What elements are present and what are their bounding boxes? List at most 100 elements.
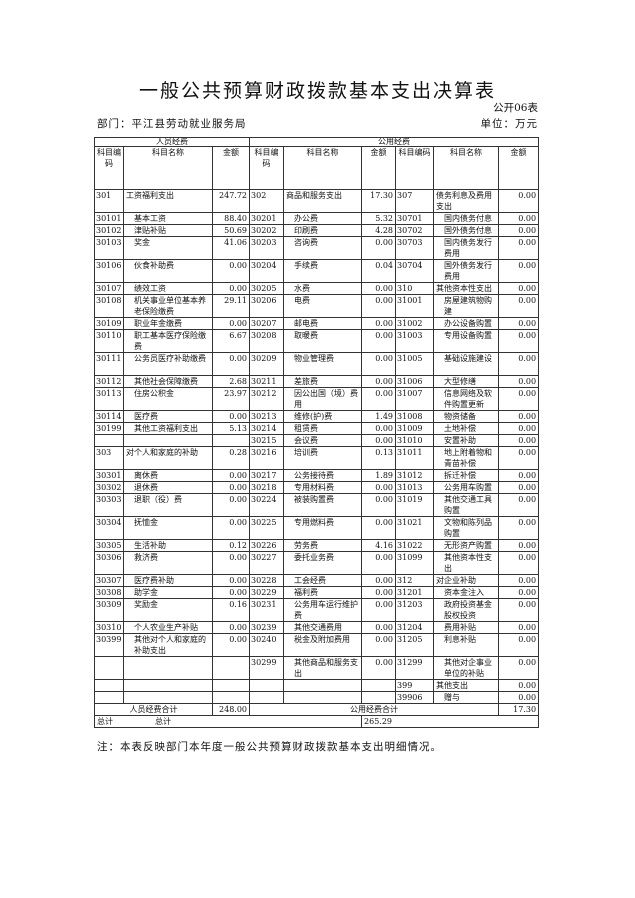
name-cell: 退职（役）费 [123,493,213,517]
name-cell: 奖金 [123,236,213,260]
amount-cell: 0.00 [498,410,540,423]
name-cell: 培训费 [283,446,363,470]
amount-cell: 0.00 [498,212,540,225]
amount-cell: 0.00 [211,481,251,494]
grand-total-label-cell: 总计 总计 [93,715,363,728]
name-cell: 会议费 [283,434,363,447]
name-cell: 差旅费 [283,375,363,388]
code-cell: 30208 [249,329,285,353]
name-cell: 物资储备 [433,410,500,423]
code-cell: 31008 [395,410,435,423]
amount-cell: 5.32 [361,212,397,225]
code-cell: 30299 [249,656,285,680]
name-cell: 其他社会保障缴费 [123,375,213,388]
code-cell: 31006 [395,375,435,388]
name-cell: 因公出国（境）费用 [283,387,363,411]
amount-cell: 0.00 [498,446,540,470]
code-cell: 30227 [249,551,285,575]
table-row: 30114 医疗费 0.00 30213 维修(护)费 1.49 31008 物资储备 0.00 [94,410,540,423]
table-section: 人员经费 公用经费 科目编码 科目名称 金额 科目编码 科目名称 金额 科目编码… [93,137,554,754]
unit-label: 单位：万元 [480,118,538,130]
code-cell: 31205 [395,633,435,657]
code-cell: 30224 [249,493,285,517]
name-cell: 其他交通工具购置 [433,493,500,517]
col-name-header: 科目名称 [433,146,500,190]
amount-cell: 4.28 [361,224,397,237]
amount-cell: 1.49 [361,410,397,423]
col-amount-header: 金额 [211,146,251,190]
amount-cell: 0.00 [498,259,540,283]
amount-cell: 0.00 [361,551,397,575]
table-row: 30112 其他社会保障缴费 2.68 30211 差旅费 0.00 31006 大型修缮 0.… [94,375,540,388]
public-total-label: 公用经费合计 [249,703,500,716]
code-cell: 31201 [395,586,435,599]
code-cell: 30109 [94,317,124,330]
code-cell: 30302 [94,481,124,494]
name-cell: 取暖费 [283,329,363,353]
amount-cell: 0.00 [498,539,540,552]
name-cell [123,656,213,680]
name-cell: 无形资产购置 [433,539,500,552]
amount-cell: 0.00 [498,329,540,353]
name-cell: 其他资本性支出 [433,551,500,575]
code-cell: 30113 [94,387,124,411]
amount-cell: 23.97 [211,387,251,411]
personnel-header: 人员经费 [93,137,251,147]
name-cell: 专用材料费 [283,481,363,494]
code-cell: 30213 [249,410,285,423]
amount-cell: 0.00 [498,656,540,680]
name-cell: 地上附着物和青苗补偿 [433,446,500,470]
code-cell: 31203 [395,598,435,622]
table-row: 399 其他支出 0.00 [94,679,540,692]
table-row: 30301 离休费 0.00 30217 公务接待费 1.89 31012 拆迁补偿 0.00 [94,469,540,482]
amount-cell: 5.13 [211,422,251,435]
name-cell: 职工基本医疗保险缴费 [123,329,213,353]
table-row: 30106 伙食补助费 0.00 30204 手续费 0.04 30704 国外债务发行费用 0… [94,259,540,283]
personnel-total-amount: 248.00 [211,703,251,716]
code-cell [249,691,285,704]
amount-cell: 0.00 [211,574,251,587]
amount-cell: 0.00 [361,586,397,599]
code-cell: 31005 [395,352,435,376]
name-cell: 医疗费 [123,410,213,423]
name-cell: 费用补贴 [433,621,500,634]
name-cell: 商品和服务支出 [283,189,363,213]
name-cell [123,679,213,692]
name-cell: 工资福利支出 [123,189,213,213]
code-cell: 30229 [249,586,285,599]
personnel-total-label: 人员经费合计 [94,703,213,716]
name-cell: 工会经费 [283,574,363,587]
table-row: 301 工资福利支出 247.72 302 商品和服务支出 17.30 307 债务利息及费用… [94,189,540,213]
code-cell: 31002 [395,317,435,330]
amount-cell: 1.89 [361,469,397,482]
name-cell: 安置补助 [433,434,500,447]
amount-cell: 0.00 [211,516,251,540]
amount-cell [361,691,397,704]
amount-cell [211,691,251,704]
code-cell: 31099 [395,551,435,575]
amount-cell: 0.00 [211,586,251,599]
amount-cell: 0.00 [361,375,397,388]
code-cell: 30112 [94,375,124,388]
amount-cell: 0.00 [498,691,540,704]
code-cell: 30201 [249,212,285,225]
expenditure-table: 人员经费 公用经费 科目编码 科目名称 金额 科目编码 科目名称 金额 科目编码… [93,137,540,728]
amount-cell [211,434,251,447]
code-cell: 31007 [395,387,435,411]
col-amount-header: 金额 [498,146,540,190]
grand-total-label-2: 总计 [155,717,171,726]
code-cell: 399 [395,679,435,692]
name-cell: 拆迁补偿 [433,469,500,482]
code-cell: 31003 [395,329,435,353]
code-cell: 30202 [249,224,285,237]
name-cell: 水费 [283,282,363,295]
amount-cell: 0.00 [361,493,397,517]
name-cell: 国外债务发行费用 [433,259,500,283]
name-cell: 邮电费 [283,317,363,330]
code-cell: 303 [94,446,124,470]
col-code-header: 科目编码 [249,146,285,190]
code-cell: 30203 [249,236,285,260]
name-cell [123,691,213,704]
code-cell: 31013 [395,481,435,494]
name-cell: 劳务费 [283,539,363,552]
